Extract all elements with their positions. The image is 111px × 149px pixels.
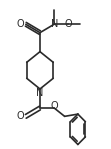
Text: O: O	[51, 101, 58, 111]
Text: O: O	[17, 111, 25, 121]
Text: N: N	[51, 18, 58, 28]
Text: N: N	[36, 88, 44, 98]
Text: O: O	[17, 19, 24, 29]
Text: O: O	[65, 18, 72, 28]
